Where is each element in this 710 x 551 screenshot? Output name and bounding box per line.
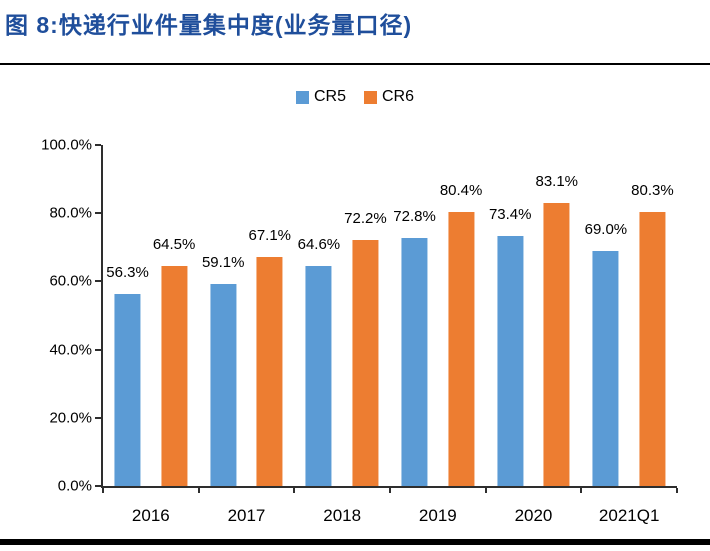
bar-column: 69.0% (584, 221, 628, 486)
y-axis-tick (95, 212, 101, 215)
bar-value-label: 80.3% (631, 182, 674, 199)
y-axis-tick (95, 280, 101, 283)
category-group: 64.6% 72.2% 2018 (294, 145, 390, 525)
figure-bottom-rule (0, 539, 710, 545)
bar-cr6-2018 (352, 240, 379, 486)
bar-cr6-2016 (161, 266, 188, 486)
bar-pair: 73.4% 83.1% (489, 173, 578, 486)
bar-column: 80.3% (631, 182, 674, 486)
y-axis-label: 0.0% (57, 477, 92, 495)
bar-cr6-2017 (256, 257, 283, 486)
bar-column: 67.1% (248, 227, 291, 486)
bar-cr5-2016 (114, 294, 141, 486)
bar-column: 72.2% (344, 210, 387, 486)
category-group: 56.3% 64.5% 2016 (103, 145, 199, 525)
bar-value-label: 72.2% (344, 210, 387, 227)
bar-value-label: 80.4% (439, 182, 483, 199)
bar-value-label: 59.1% (201, 254, 245, 271)
x-axis-tick (676, 488, 678, 493)
bar-cr5-2018 (305, 266, 332, 486)
x-axis-label: 2019 (418, 506, 457, 525)
bar-value-label: 64.6% (297, 236, 341, 253)
bar-cr6-2020 (543, 203, 570, 486)
bar-cr5-2017 (210, 284, 237, 486)
bar-cr6-2019 (448, 212, 475, 486)
x-axis-tick (580, 488, 583, 493)
y-axis-label: 100.0% (41, 136, 92, 154)
x-axis-tick (102, 488, 104, 493)
legend-item: CR5 (295, 88, 346, 106)
bar-column: 80.4% (439, 182, 483, 486)
bar-pair: 69.0% 80.3% (585, 182, 674, 486)
x-axis-label: 2021Q1 (598, 506, 660, 525)
x-axis-tick (484, 488, 487, 493)
category-group: 73.4% 83.1% 2020 (486, 145, 582, 525)
bar-pair: 72.8% 80.4% (393, 182, 482, 486)
y-axis-label: 40.0% (49, 341, 92, 359)
x-axis-tick (293, 488, 296, 493)
bar-value-label: 69.0% (584, 221, 628, 238)
y-axis-tick (95, 416, 101, 419)
y-axis-tick (95, 144, 101, 146)
bar-pair: 56.3% 64.5% (106, 236, 195, 486)
x-axis-label: 2017 (227, 506, 266, 525)
plot-area: 56.3% 64.5% 2016 59.1% 67.1% 2017 64.6% 72.2% 20… (95, 144, 678, 525)
category-group: 72.8% 80.4% 2019 (390, 145, 486, 525)
bar-cr5-2020 (497, 236, 524, 486)
y-axis-tick (95, 485, 101, 487)
legend-item: CR6 (364, 88, 414, 106)
bar-pair: 59.1% 67.1% (202, 227, 291, 486)
legend-swatch-cr6 (364, 90, 377, 104)
bar-value-label: 56.3% (106, 264, 149, 281)
category-group: 69.0% 80.3% 2021Q1 (581, 145, 677, 525)
x-axis-tick (389, 488, 391, 493)
chart-legend: CR5 CR6 (0, 88, 710, 106)
y-axis-label: 60.0% (49, 272, 92, 290)
x-axis-tick (197, 488, 200, 493)
bar-column: 73.4% (488, 206, 532, 486)
bar-value-label: 72.8% (393, 208, 436, 225)
bar-pair: 64.6% 72.2% (298, 210, 387, 486)
y-axis-label: 80.0% (49, 204, 92, 222)
x-axis-label: 2018 (323, 506, 362, 525)
bar-value-label: 83.1% (535, 173, 579, 190)
title-divider-rule (0, 63, 710, 65)
bar-cr5-2021Q1 (592, 251, 619, 486)
figure-title: 图 8:快递行业件量集中度(业务量口径) (5, 12, 413, 38)
y-axis-tick (95, 348, 101, 351)
bar-value-label: 73.4% (488, 206, 532, 223)
bar-value-label: 67.1% (248, 227, 292, 244)
bar-column: 59.1% (201, 254, 245, 486)
y-axis-labels: 100.0% 80.0% 60.0% 40.0% 20.0% 0.0% (0, 137, 92, 495)
bar-column: 72.8% (393, 208, 436, 486)
category-group: 59.1% 67.1% 2017 (199, 145, 295, 525)
bar-value-label: 64.5% (152, 236, 196, 253)
bar-cr5-2019 (401, 238, 428, 486)
bar-column: 64.6% (297, 236, 341, 486)
bar-column: 56.3% (106, 264, 149, 486)
x-axis-label: 2020 (514, 506, 553, 525)
legend-swatch-cr5 (295, 90, 309, 104)
y-axis-label: 20.0% (49, 409, 92, 427)
legend-label: CR6 (382, 88, 415, 105)
legend-label: CR5 (313, 88, 346, 105)
x-axis-label: 2016 (131, 506, 170, 525)
bar-column: 64.5% (152, 236, 196, 486)
bar-column: 83.1% (535, 173, 578, 486)
bar-cr6-2021Q1 (639, 212, 666, 486)
